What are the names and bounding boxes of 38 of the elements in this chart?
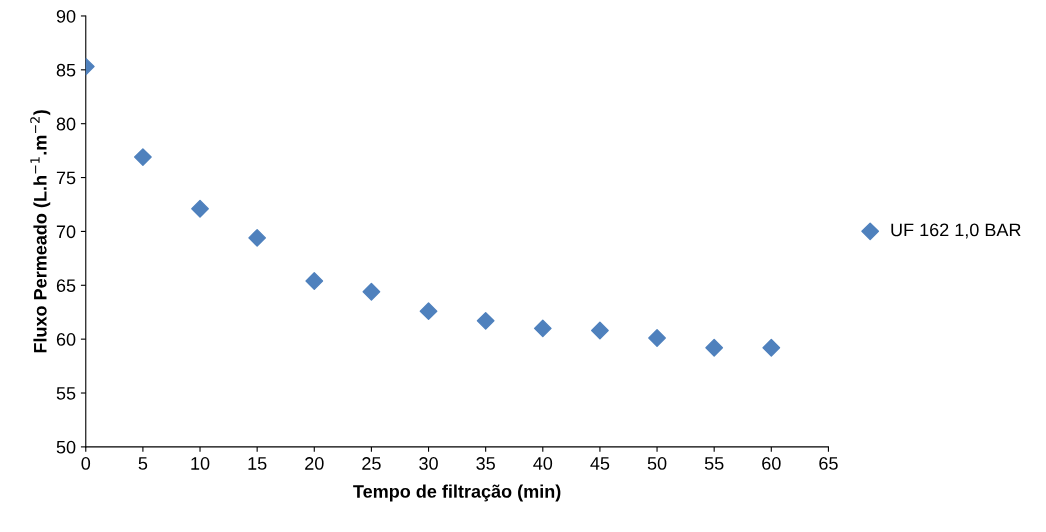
x-tick-label: 30 [419, 457, 438, 470]
x-tick-label: 35 [476, 457, 495, 470]
x-tick-label: 50 [647, 457, 667, 470]
x-tick-label: 65 [819, 457, 838, 470]
point [705, 338, 724, 357]
y-axis-title: Fluxo Permeado (L.h$^{−1}$.m$^{−2}$) [30, 110, 51, 353]
point [476, 311, 495, 330]
point [133, 148, 152, 166]
legend-label: UF 162 1,0 BAR [891, 223, 1021, 239]
x-tick-label: 10 [191, 457, 210, 470]
point [419, 302, 438, 321]
y-tick-label: 70 [56, 225, 76, 239]
x-tick-label: 20 [305, 457, 324, 470]
y-tick-label: 90 [56, 9, 76, 23]
x-tick-label: 40 [533, 457, 553, 470]
point [591, 321, 609, 340]
y-tick-label: 80 [56, 117, 76, 131]
y-tick-label: 60 [56, 333, 76, 346]
x-tick-label: 25 [362, 457, 381, 470]
x-tick-label: 0 [81, 457, 91, 470]
x-tick-label: 15 [248, 457, 267, 470]
y-tick-label: 50 [56, 440, 76, 454]
x-tick-label: 60 [762, 457, 781, 470]
point [362, 282, 381, 301]
point [248, 228, 267, 247]
y-tick-label: 75 [56, 171, 76, 185]
x-tick-label: 5 [138, 457, 148, 470]
point [762, 338, 781, 357]
x-tick-label: 55 [704, 457, 724, 470]
x-axis-title: Tempo de filtração (min) [353, 484, 561, 502]
point [533, 319, 552, 338]
point [648, 329, 666, 347]
y-tick-label: 65 [56, 279, 76, 293]
y-tick-label: 55 [56, 387, 76, 400]
point [191, 199, 209, 218]
point [305, 272, 324, 290]
y-tick-label: 85 [56, 63, 76, 77]
x-tick-label: 45 [590, 457, 610, 470]
